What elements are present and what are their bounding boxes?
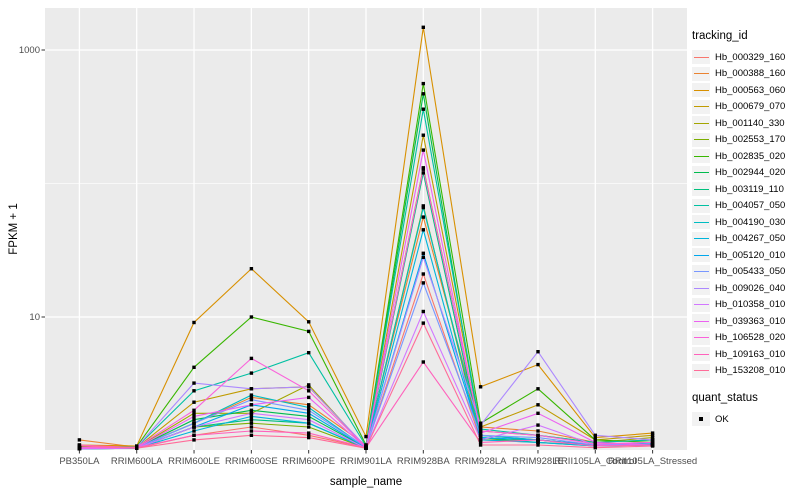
legend-line-swatch [692,116,710,131]
legend-line-swatch [692,165,710,180]
legend-label: Hb_005433_050 [715,266,786,278]
legend-item-Hb_002553_170: Hb_002553_170 [692,132,798,149]
legend-line-swatch [692,248,710,263]
legend-label: Hb_106528_020 [715,332,786,344]
data-points [77,25,655,451]
legend-label: Hb_001140_330 [715,117,785,129]
legend-label: Hb_002835_020 [715,150,786,162]
x-tick-label-RRIM600LA: RRIM600LA [110,456,163,467]
legend-label: Hb_000563_060 [715,84,786,96]
legend-line-swatch [692,347,710,362]
legend-item-Hb_004190_030: Hb_004190_030 [692,214,798,231]
x-tick-label-RRIM600SE: RRIM600SE [224,456,278,467]
legend-items: Hb_000329_160 Hb_000388_160 Hb_000563_060 H… [692,49,798,379]
legend-line-swatch [692,281,710,296]
x-tick-label-RRIM901LA: RRIM901LA [340,456,392,467]
ok-square-icon [692,412,710,427]
y-tick-label-10: 10 [29,311,40,323]
legend-item-Hb_004057_050: Hb_004057_050 [692,198,798,215]
x-tick-label-RRII105LA_Stressed: RRII105LA_Stressed [607,456,698,467]
legend-item-Hb_004267_050: Hb_004267_050 [692,231,798,248]
legend-label: Hb_002944_020 [715,167,786,179]
legend-item-Hb_002944_020: Hb_002944_020 [692,165,798,182]
legend-label: Hb_005120_010 [715,249,786,261]
legend-item-Hb_001140_330: Hb_001140_330 [692,115,798,132]
legend-item-Hb_106528_020: Hb_106528_020 [692,330,798,347]
legend-label: Hb_000388_160 [715,68,786,80]
legend: tracking_id Hb_000329_160 Hb_000388_160 Hb… [692,30,798,428]
legend-item-Hb_010358_010: Hb_010358_010 [692,297,798,314]
legend-label: Hb_004190_030 [715,216,786,228]
legend-item-Hb_039363_010: Hb_039363_010 [692,313,798,330]
legend-item-Hb_153208_010: Hb_153208_010 [692,363,798,380]
legend-item-Hb_002835_020: Hb_002835_020 [692,148,798,165]
x-axis-title: sample_name [329,476,403,488]
legend-label: Hb_009026_040 [715,282,786,294]
quant-status-legend: quant_status OK [692,392,798,428]
legend-line-swatch [692,215,710,230]
legend-line-swatch [692,231,710,246]
legend-line-swatch [692,264,710,279]
legend-item-Hb_000329_160: Hb_000329_160 [692,49,798,66]
legend-item-Hb_005433_050: Hb_005433_050 [692,264,798,281]
legend-label: OK [715,413,729,425]
legend-line-swatch [692,149,710,164]
legend-line-swatch [692,314,710,329]
legend-line-swatch [692,132,710,147]
x-tick-label-RRIM928BA: RRIM928BA [396,456,450,467]
legend-label: Hb_002553_170 [715,134,786,146]
legend-line-swatch [692,50,710,65]
legend-item-Hb_109163_010: Hb_109163_010 [692,346,798,363]
legend-label: Hb_003119_110 [715,183,784,195]
legend-label: Hb_109163_010 [715,348,786,360]
legend-title-quant-status: quant_status [692,392,758,404]
legend-item-Hb_005120_010: Hb_005120_010 [692,247,798,264]
x-tick-label-PB350LA: PB350LA [59,456,100,467]
x-tick-label-RRII105LA_Control: RRII105LA_Control [554,456,637,467]
legend-line-swatch [692,363,710,378]
legend-item-Hb_000563_060: Hb_000563_060 [692,82,798,99]
y-tick-label-1000: 1000 [18,44,40,56]
legend-line-swatch [692,297,710,312]
legend-item-Hb_000679_070: Hb_000679_070 [692,99,798,116]
legend-title-tracking-id: tracking_id [692,30,748,42]
legend-label: Hb_010358_010 [715,299,786,311]
x-tick-label-RRIM928LA: RRIM928LA [454,456,507,467]
legend-label: Hb_004267_050 [715,233,786,245]
legend-line-swatch [692,66,710,81]
axis-ticks [41,49,654,454]
legend-item-Hb_003119_110: Hb_003119_110 [692,181,798,198]
legend-item-Hb_000388_160: Hb_000388_160 [692,66,798,83]
legend-item-ok: OK [692,411,798,428]
legend-item-Hb_009026_040: Hb_009026_040 [692,280,798,297]
legend-label: Hb_039363_010 [715,315,786,327]
y-axis-title: FPKM + 1 [8,203,20,255]
x-tick-label-RRIM928LE: RRIM928LE [512,456,564,467]
legend-line-swatch [692,330,710,345]
legend-line-swatch [692,198,710,213]
legend-label: Hb_004057_050 [715,200,786,212]
x-tick-label-RRIM600LE: RRIM600LE [168,456,220,467]
legend-label: Hb_000329_160 [715,51,786,63]
legend-line-swatch [692,182,710,197]
legend-label: Hb_153208_010 [715,365,786,377]
legend-line-swatch [692,99,710,114]
legend-line-swatch [692,83,710,98]
legend-label: Hb_000679_070 [715,101,786,113]
x-tick-label-RRIM600PE: RRIM600PE [282,456,336,467]
